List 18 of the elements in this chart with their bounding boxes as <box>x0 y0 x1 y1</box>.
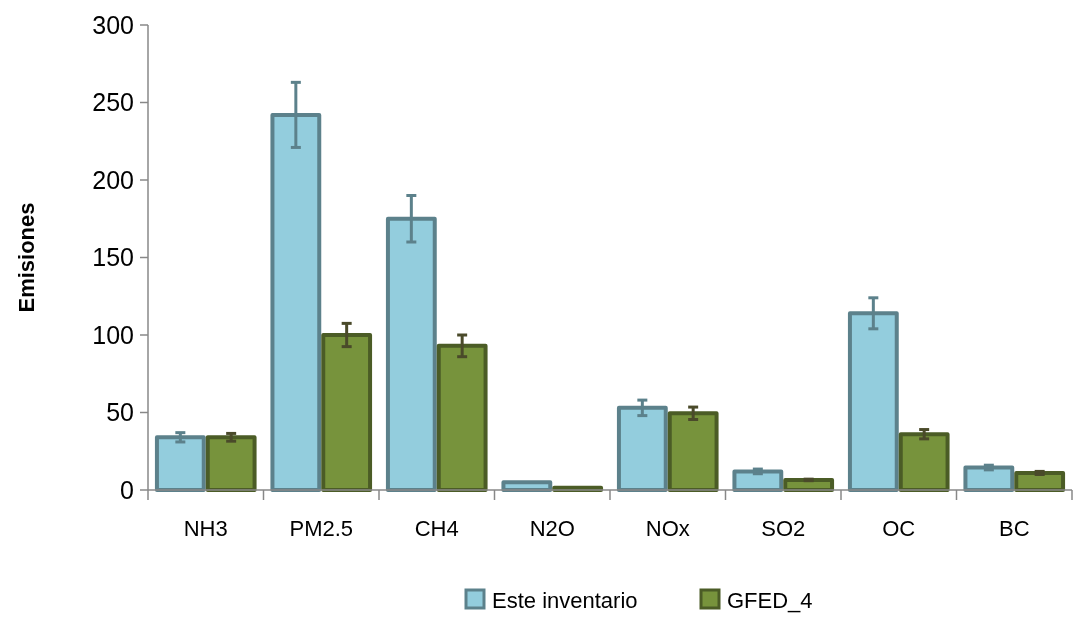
x-tick-label: BC <box>998 516 1030 541</box>
x-tick-label: OC <box>882 516 916 541</box>
y-tick-label: 0 <box>120 475 134 504</box>
y-axis-title: Emisiones <box>14 202 39 313</box>
y-tick-label: 300 <box>92 10 134 39</box>
y-tick-label: 150 <box>92 243 134 272</box>
y-tick-label: 50 <box>106 398 134 427</box>
x-tick-label: PM2.5 <box>289 516 354 541</box>
legend-label: GFED_4 <box>727 587 813 613</box>
y-tick-label: 250 <box>92 88 134 117</box>
x-tick-label: N2O <box>529 516 575 541</box>
x-tick-label: NH3 <box>183 516 228 541</box>
y-tick-label: 100 <box>92 320 134 349</box>
y-tick-label: 200 <box>92 165 134 194</box>
x-tick-label: CH4 <box>414 516 459 541</box>
x-tick-label: SO2 <box>761 516 806 541</box>
x-tick-label: NOx <box>645 516 690 541</box>
legend-label: Este inventario <box>492 587 638 613</box>
